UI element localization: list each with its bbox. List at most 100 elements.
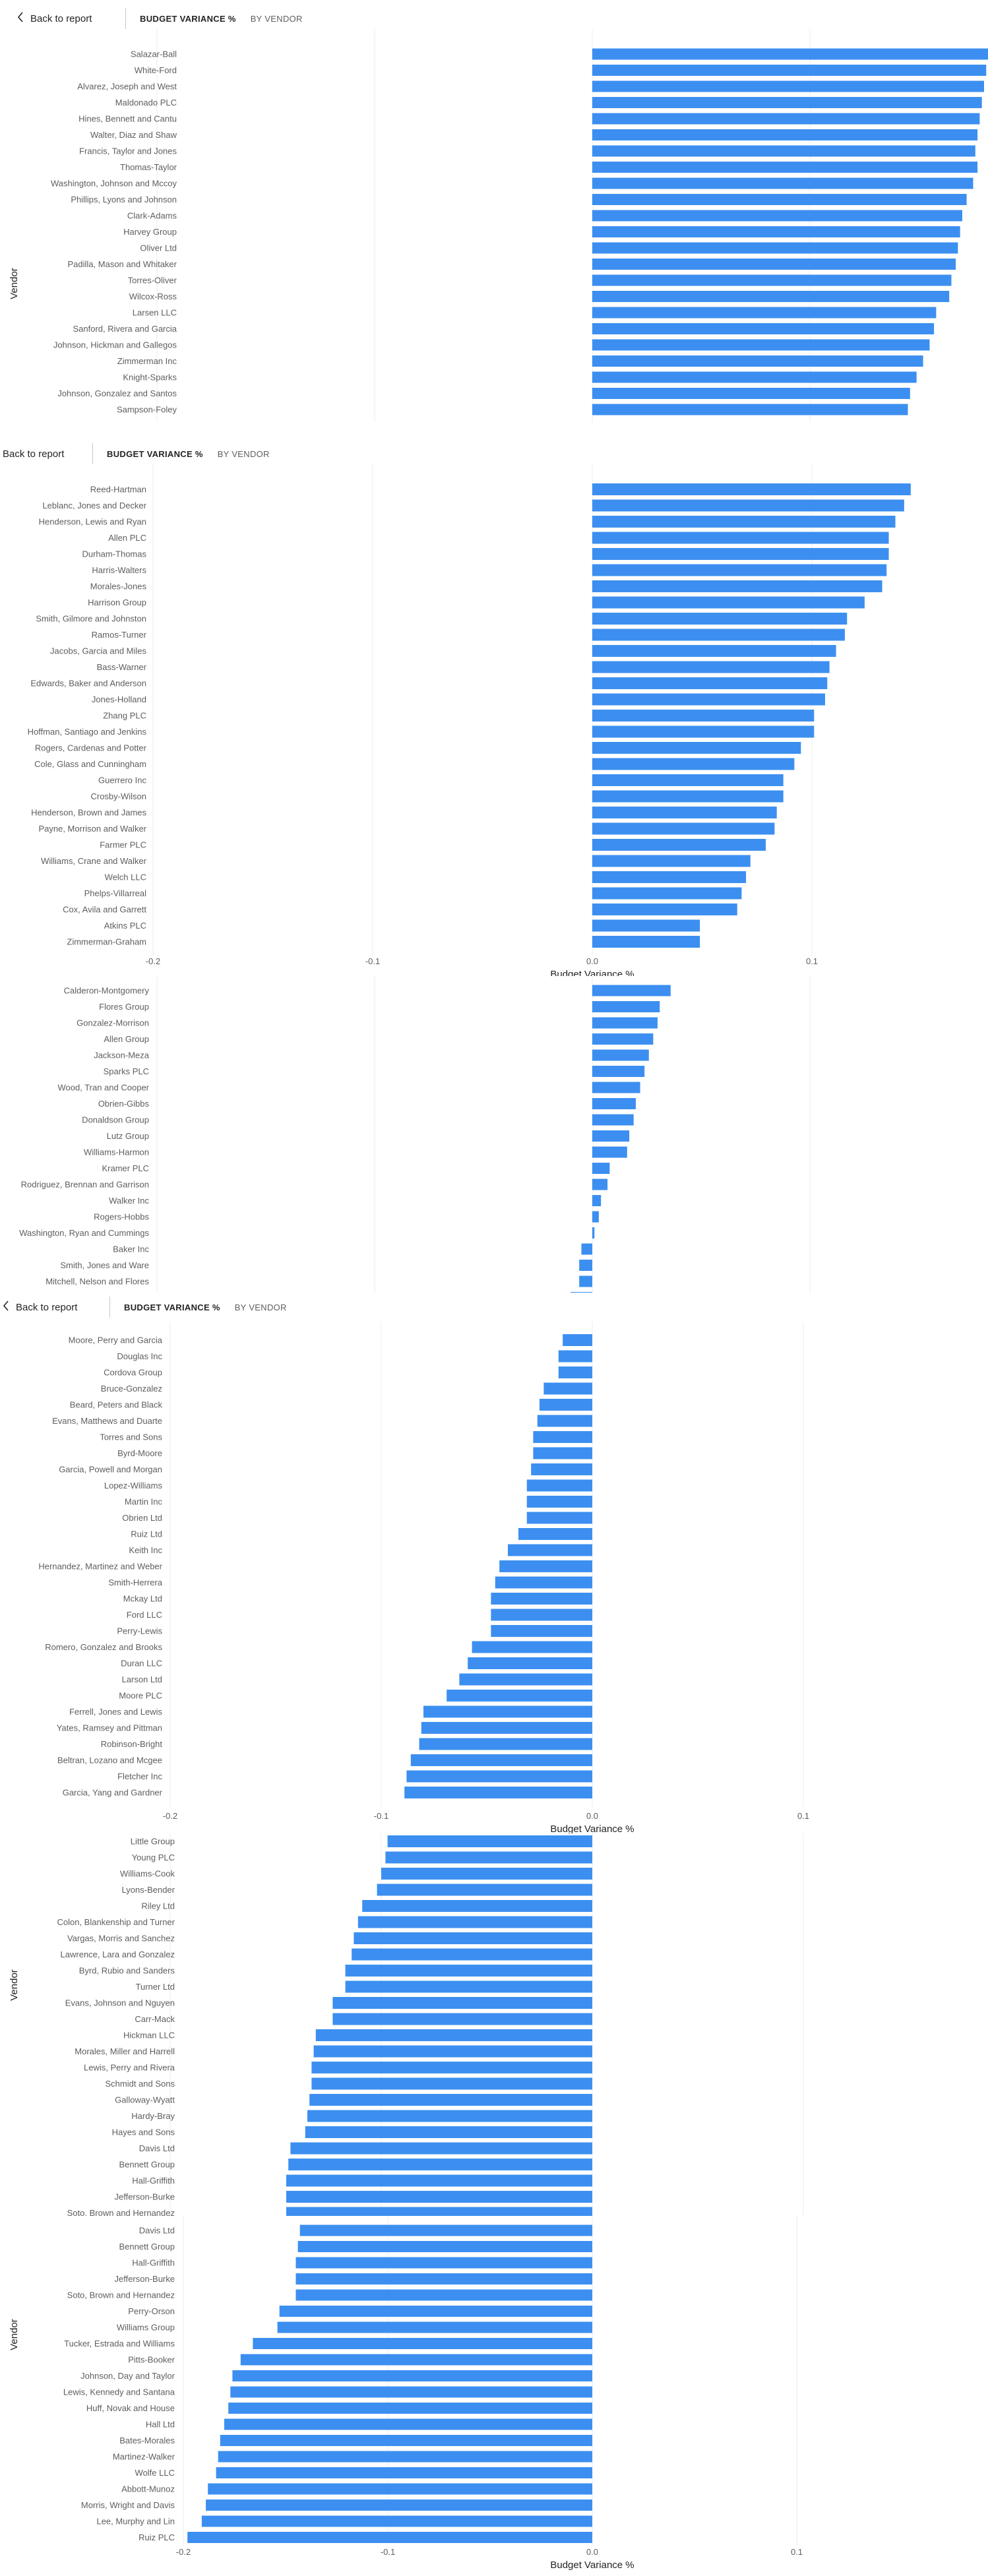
bar-wilcox-ross[interactable] [592,291,950,302]
bar-morales-jones[interactable] [592,580,882,592]
bar-riley-ltd[interactable] [362,1900,592,1912]
bar-byrd-moore[interactable] [533,1447,592,1459]
bar-moore-perry-and-garcia[interactable] [563,1334,592,1346]
bar-yates-ramsey-and-pittman[interactable] [421,1722,592,1734]
bar-welch-llc[interactable] [592,871,747,883]
bar-harvey-group[interactable] [592,226,960,237]
bar-martin-inc[interactable] [526,1496,592,1508]
bar-lopez-williams[interactable] [526,1479,592,1492]
bar-atkins-plc[interactable] [592,919,700,932]
bar-phelps-villarreal[interactable] [592,887,742,900]
bar-washington-johnson-and-mccoy[interactable] [592,177,973,189]
bar-bass-warner[interactable] [592,661,830,673]
bar-mckay-ltd[interactable] [491,1593,592,1605]
bar-washington-ryan-and-cummings[interactable] [592,1227,595,1239]
bar-francis-taylor-and-jones[interactable] [592,145,975,157]
bar-soto-brown-and-hernandez[interactable] [295,2289,593,2301]
bar-farmer-plc[interactable] [592,839,766,851]
bar-hernandez-martinez-and-weber[interactable] [499,1560,592,1572]
bar-cox-avila-and-garrett[interactable] [592,904,737,915]
bar-little-group[interactable] [387,1835,592,1847]
bar-young-plc[interactable] [385,1851,592,1864]
bar-rodriguez-brennan-and-garrison[interactable] [592,1179,608,1190]
bar-phillips-lyons-and-johnson[interactable] [592,194,967,205]
bar-guerrero-inc[interactable] [592,774,784,786]
bar-torres-and-sons[interactable] [533,1431,592,1443]
bar-calderon-montgomery[interactable] [592,985,671,997]
bar-ramos-turner[interactable] [592,629,845,641]
bar-perry-orson[interactable] [279,2306,592,2317]
bar-white-ford[interactable] [592,65,987,76]
bar-williams-group[interactable] [277,2321,592,2333]
bar-moore-plc[interactable] [447,1690,592,1702]
bar-keith-inc[interactable] [508,1544,592,1556]
bar-galloway-wyatt[interactable] [309,2094,592,2106]
bar-sanford-rivera-and-garcia[interactable] [592,323,935,334]
bar-sparks-plc[interactable] [592,1066,645,1077]
bar-lewis-kennedy-and-santana[interactable] [230,2386,592,2398]
bar-allen-group[interactable] [592,1033,654,1045]
bar-garcia-powell-and-morgan[interactable] [531,1463,592,1475]
bar-bennett-group[interactable] [288,2159,592,2170]
bar-payne-morrison-and-walker[interactable] [592,822,775,835]
bar-jackson-meza[interactable] [592,1049,649,1061]
bar-hall-ltd[interactable] [224,2418,592,2430]
bar-johnson-day-and-taylor[interactable] [232,2370,592,2381]
bar-soto-brown-and-hernandez[interactable] [286,2207,592,2217]
bar-cordova-group[interactable] [558,1366,592,1378]
bar-huff-novak-and-house[interactable] [228,2403,592,2414]
bar-gonzalez-morrison[interactable] [592,1017,658,1029]
bar-thomas-taylor[interactable] [592,162,978,173]
bar-hayes-and-sons[interactable] [305,2126,592,2138]
bar-reed-hartman[interactable] [592,483,911,495]
bar-martinez-walker[interactable] [218,2451,592,2463]
bar-rogers-hobbs[interactable] [592,1211,599,1223]
bar-wood-tran-and-cooper[interactable] [592,1082,640,1093]
bar-bennett-group[interactable] [297,2241,592,2252]
bar-zhang-plc[interactable] [592,710,815,721]
bar-jefferson-burke[interactable] [286,2191,592,2203]
bar-zimmerman-inc[interactable] [592,355,923,367]
bar-henderson-lewis-and-ryan[interactable] [592,516,896,528]
bar-allen-plc[interactable] [592,532,889,544]
bar-hall-griffith[interactable] [295,2257,593,2269]
bar-abbott-munoz[interactable] [208,2483,592,2495]
bar-henderson-brown-and-james[interactable] [592,807,777,818]
bar-jones-holland[interactable] [592,693,825,706]
bar-sampson-foley[interactable] [592,404,908,415]
bar-rogers-cardenas-and-potter[interactable] [592,742,801,754]
bar-anderson-decker[interactable] [571,1292,592,1293]
bar-lyons-bender[interactable] [377,1884,592,1896]
bar-flores-group[interactable] [592,1001,660,1012]
bar-ruiz-plc[interactable] [187,2532,592,2543]
bar-obrien-gibbs[interactable] [592,1098,636,1109]
bar-walter-diaz-and-shaw[interactable] [592,129,978,140]
bar-baker-inc[interactable] [581,1243,593,1255]
back-to-report-button[interactable]: Back to report [3,1293,77,1322]
bar-ferrell-jones-and-lewis[interactable] [423,1705,592,1718]
bar-hardy-bray[interactable] [307,2110,592,2122]
bar-schmidt-and-sons[interactable] [311,2077,592,2090]
bar-pitts-booker[interactable] [240,2354,592,2366]
bar-johnson-gonzalez-and-santos[interactable] [592,388,910,399]
bar-turner-ltd[interactable] [345,1980,592,1993]
bar-smith-gilmore-and-johnston[interactable] [592,613,848,625]
bar-williams-harmon[interactable] [592,1146,627,1158]
bar-williams-crane-and-walker[interactable] [592,855,751,867]
bar-lutz-group[interactable] [592,1130,630,1142]
bar-kramer-plc[interactable] [592,1163,610,1174]
bar-evans-matthews-and-duarte[interactable] [537,1415,592,1427]
bar-padilla-mason-and-whitaker[interactable] [592,259,956,270]
bar-carr-mack[interactable] [332,2013,592,2025]
bar-fletcher-inc[interactable] [406,1770,592,1783]
bar-crosby-wilson[interactable] [592,790,784,803]
bar-oliver-ltd[interactable] [592,242,958,254]
bar-obrien-ltd[interactable] [526,1512,592,1524]
bar-clark-adams[interactable] [592,210,962,222]
bar-morales-miller-and-harrell[interactable] [313,2045,592,2058]
bar-harris-walters[interactable] [592,564,887,576]
bar-durham-thomas[interactable] [592,548,889,560]
bar-lawrence-lara-and-gonzalez[interactable] [352,1948,592,1961]
bar-cole-glass-and-cunningham[interactable] [592,758,795,770]
bar-colon-blankenship-and-turner[interactable] [357,1916,592,1928]
